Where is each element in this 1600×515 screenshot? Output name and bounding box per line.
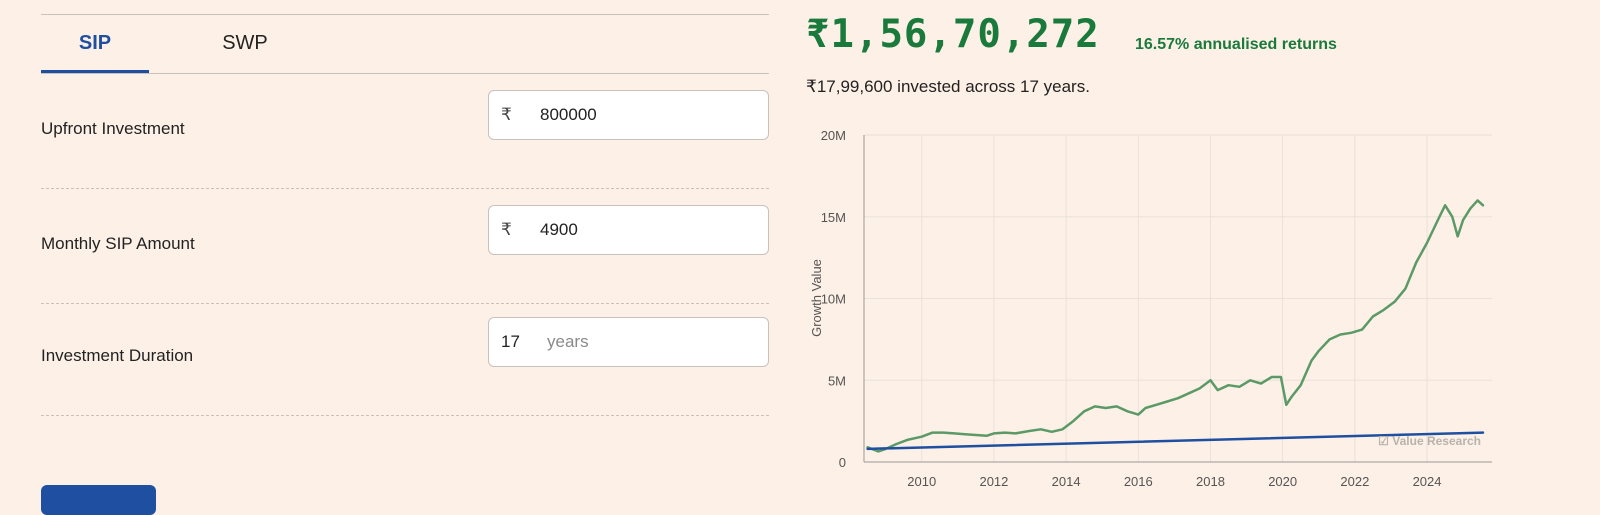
monthly-sip-row: Monthly SIP Amount ₹ 4900: [41, 188, 769, 304]
upfront-investment-input[interactable]: ₹ 800000: [488, 90, 769, 140]
x-tick-label: 2010: [907, 474, 936, 489]
series-line-invested: [866, 431, 1485, 451]
results-panel: ₹1,56,70,272 16.57% annualised returns ₹…: [806, 0, 1600, 497]
y-tick-label: 0: [839, 455, 846, 470]
y-axis-label: Growth Value: [809, 259, 824, 337]
chart-grid: [864, 134, 1492, 462]
investment-duration-value[interactable]: 17: [501, 332, 520, 351]
final-value: ₹1,56,70,272: [806, 12, 1100, 57]
annualised-returns: 16.57% annualised returns: [1135, 36, 1337, 53]
investment-duration-label: Investment Duration: [41, 346, 194, 365]
y-tick-label: 10M: [821, 292, 846, 307]
x-tick-label: 2012: [979, 474, 1008, 489]
upfront-investment-row: Upfront Investment ₹ 800000: [41, 73, 769, 189]
y-tick-label: 20M: [821, 128, 846, 143]
upfront-investment-value[interactable]: 800000: [540, 105, 597, 124]
chart-series: [866, 199, 1485, 453]
growth-chart: 0 5M 10M 15M 20M 2010 2012 2014 2016 2018 2020 2022…: [809, 128, 1492, 489]
calculator-tabs: SIP SWP: [41, 15, 769, 74]
monthly-sip-value[interactable]: 4900: [540, 220, 578, 239]
y-tick-label: 5M: [828, 373, 846, 388]
years-suffix: years: [547, 332, 589, 351]
x-tick-label: 2014: [1052, 474, 1081, 489]
x-tick-label: 2018: [1196, 474, 1225, 489]
x-tick-label: 2016: [1124, 474, 1153, 489]
monthly-sip-label: Monthly SIP Amount: [41, 234, 195, 253]
value-research-watermark: ☑ Value Research: [1378, 434, 1481, 448]
tab-swp[interactable]: SWP: [222, 32, 268, 54]
chart-axes: 0 5M 10M 15M 20M 2010 2012 2014 2016 2018 2020 2022…: [821, 128, 1492, 489]
x-tick-label: 2024: [1413, 474, 1442, 489]
series-line-growth: [866, 199, 1485, 453]
invested-summary: ₹17,99,600 invested across 17 years.: [806, 77, 1090, 96]
tab-sip[interactable]: SIP: [41, 15, 149, 73]
x-tick-label: 2022: [1340, 474, 1369, 489]
y-tick-label: 15M: [821, 210, 846, 225]
investment-duration-row: Investment Duration 17 years: [41, 300, 769, 416]
monthly-sip-input[interactable]: ₹ 4900: [488, 205, 769, 255]
x-tick-label: 2020: [1268, 474, 1297, 489]
calculate-button[interactable]: [41, 485, 156, 515]
sip-calculator-form: SIP SWP Upfront Investment ₹ 800000 Mont…: [41, 0, 769, 515]
upfront-investment-label: Upfront Investment: [41, 119, 185, 138]
investment-duration-input[interactable]: 17 years: [488, 317, 769, 367]
rupee-icon: ₹: [501, 105, 512, 124]
rupee-icon: ₹: [501, 220, 512, 239]
top-divider: [41, 14, 769, 15]
